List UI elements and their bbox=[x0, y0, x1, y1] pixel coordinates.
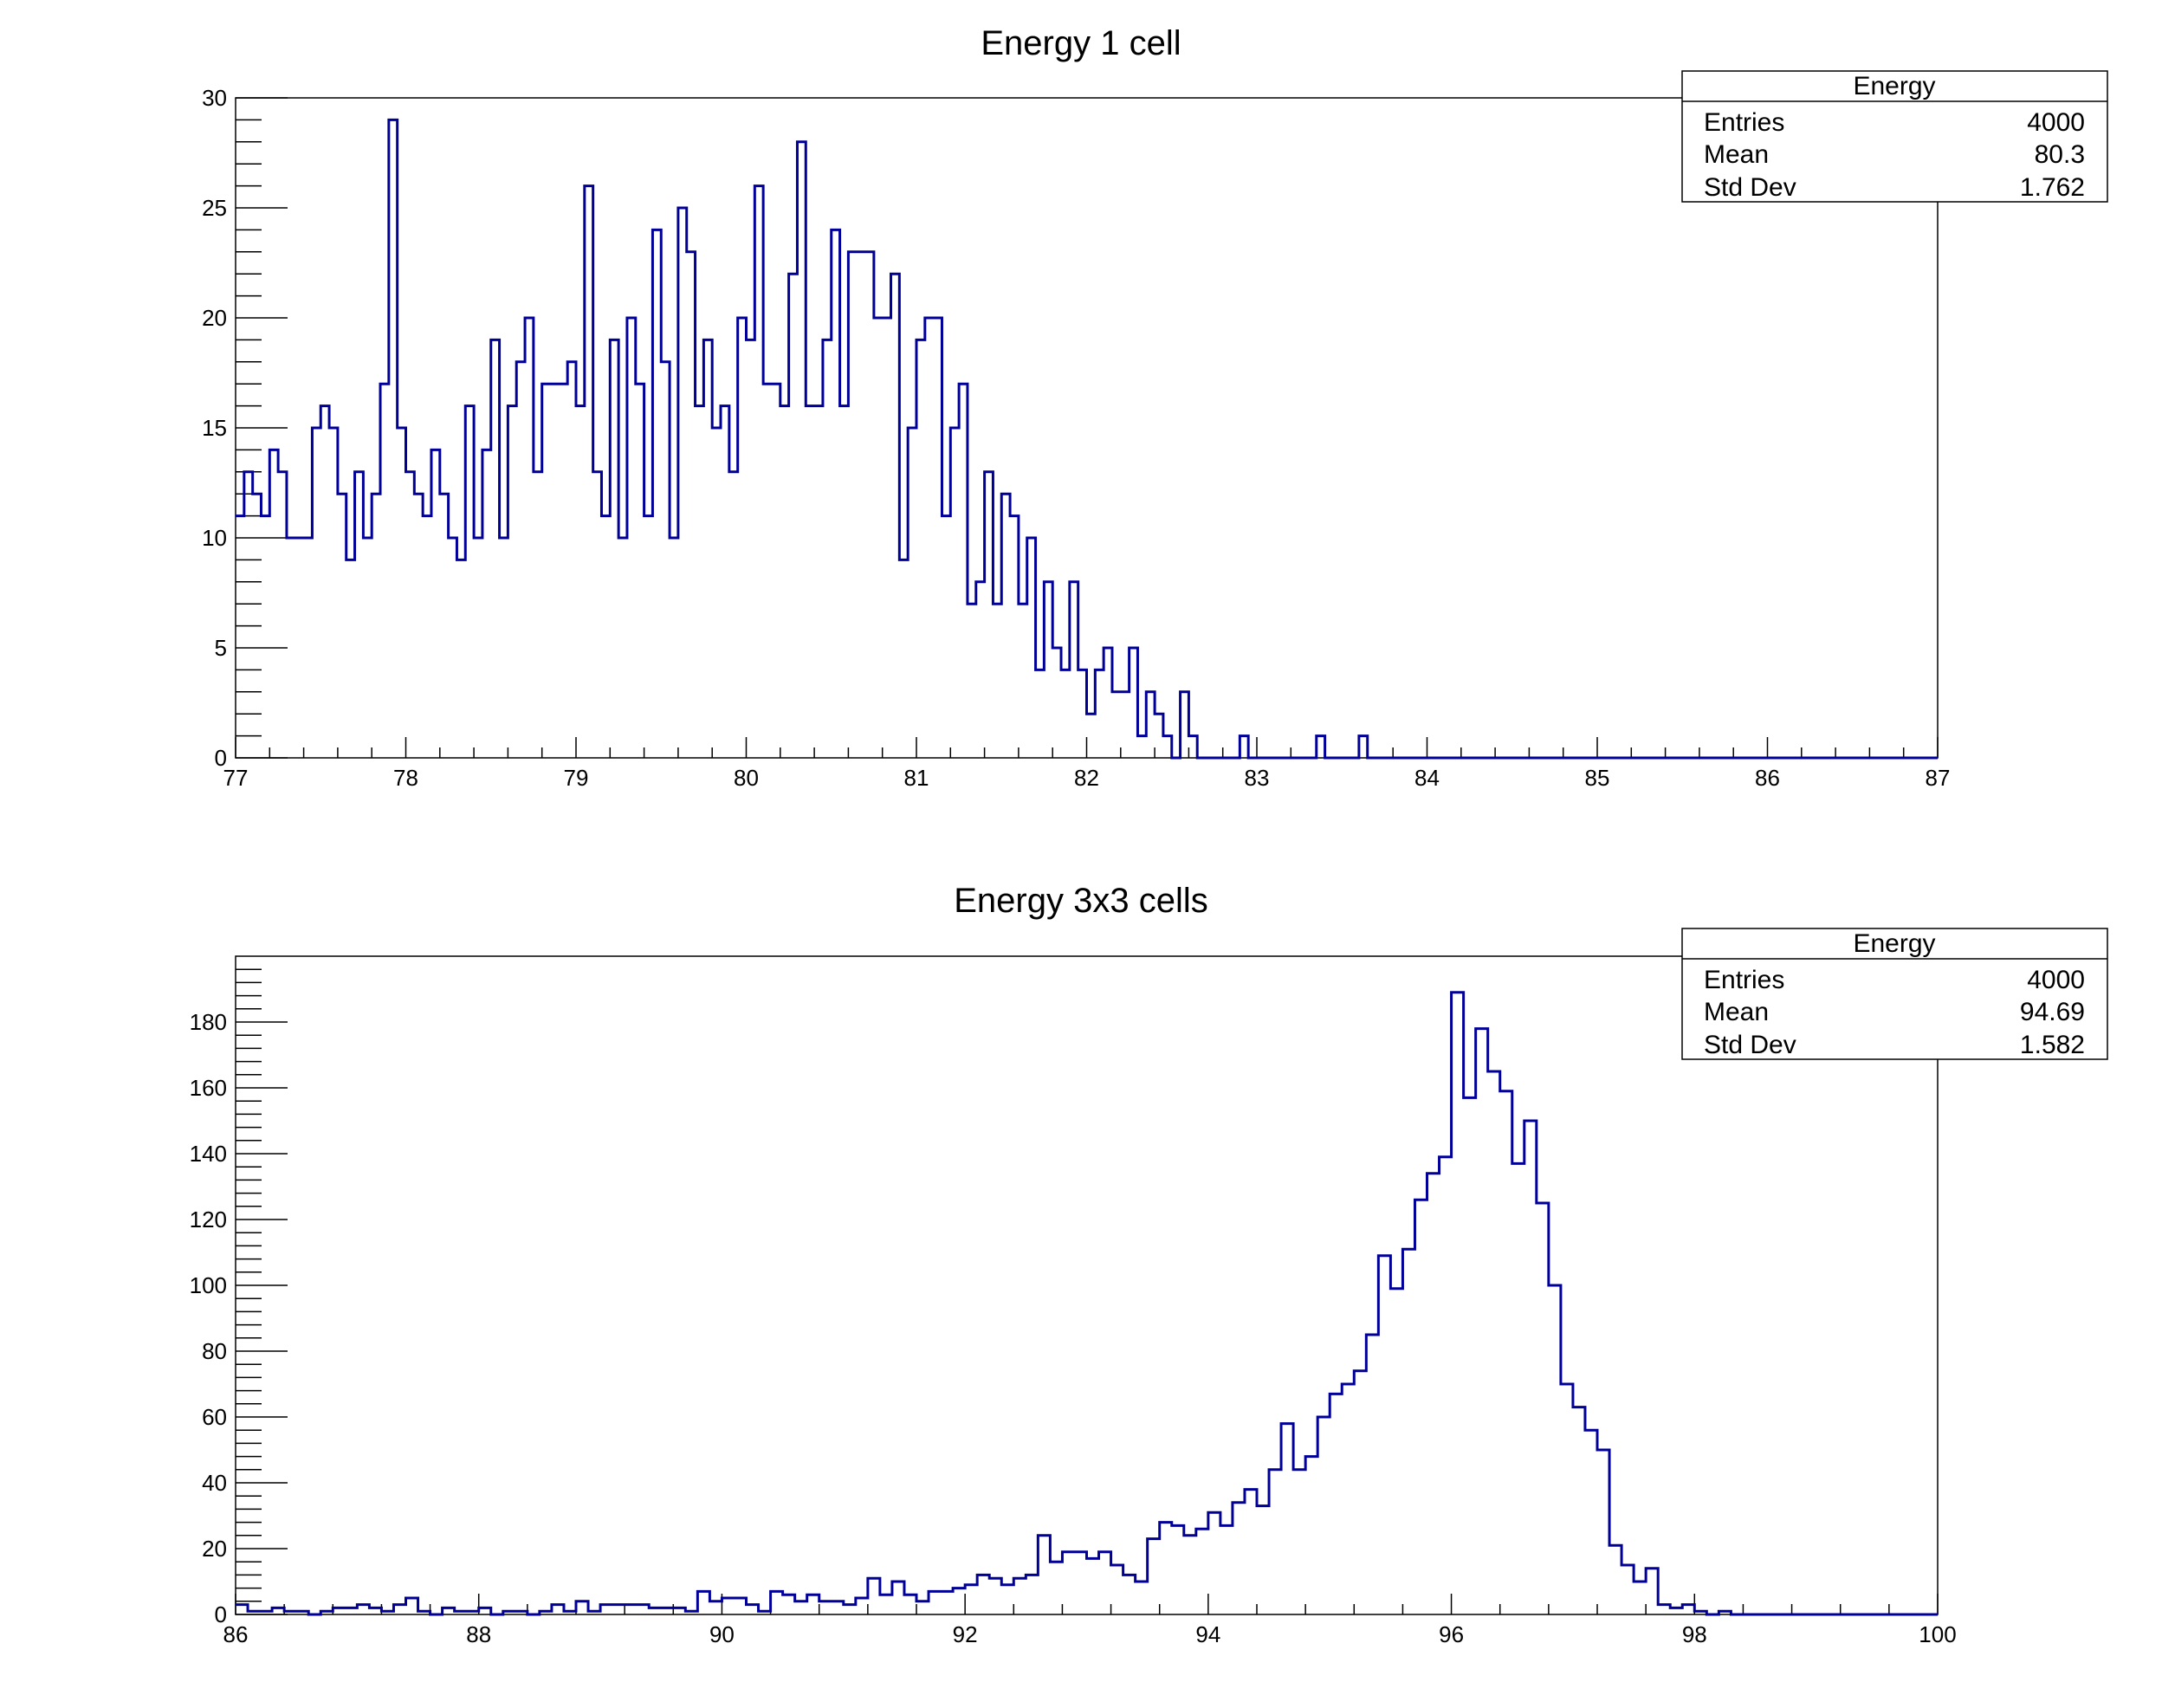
x-tick-label: 82 bbox=[1074, 765, 1099, 791]
histogram-line bbox=[236, 118, 1938, 760]
y-tick-label: 180 bbox=[190, 1009, 227, 1035]
stats-box-frame bbox=[1681, 928, 2108, 1060]
x-tick-label: 86 bbox=[223, 1621, 249, 1647]
x-tick-label: 100 bbox=[1919, 1621, 1956, 1647]
y-tick-label: 160 bbox=[190, 1075, 227, 1101]
y-tick-label: 30 bbox=[202, 85, 227, 111]
x-tick-label: 88 bbox=[466, 1621, 491, 1647]
y-tick-label: 20 bbox=[202, 305, 227, 331]
stats-value-entries: 4000 bbox=[2027, 966, 2085, 994]
stats-value-mean: 80.3 bbox=[2035, 140, 2085, 169]
x-tick-label: 96 bbox=[1439, 1621, 1464, 1647]
stats-label-entries: Entries bbox=[1704, 108, 1784, 137]
stats-value-std-dev: 1.582 bbox=[2020, 1031, 2085, 1059]
histogram-line bbox=[236, 991, 1938, 1616]
stats-value-std-dev: 1.762 bbox=[2020, 173, 2085, 202]
x-tick-label: 94 bbox=[1195, 1621, 1220, 1647]
stats-title: Energy bbox=[1853, 929, 1935, 958]
chart-title: Energy 1 cell bbox=[981, 24, 1181, 62]
panel-energy-1-cell: Energy 1 cell 77 78 79 80 81 82 83 84 85 86 87 0 5 10… bbox=[202, 24, 2108, 791]
y-tick-label: 120 bbox=[190, 1207, 227, 1232]
x-tick-label: 77 bbox=[223, 765, 249, 791]
y-tick-label: 100 bbox=[190, 1272, 227, 1298]
y-tick-label: 20 bbox=[202, 1536, 227, 1562]
stats-title: Energy bbox=[1853, 72, 1935, 100]
stats-value-entries: 4000 bbox=[2027, 108, 2085, 137]
x-tick-label: 79 bbox=[564, 765, 589, 791]
stats-label-mean: Mean bbox=[1704, 998, 1769, 1026]
x-tick-label: 78 bbox=[393, 765, 418, 791]
x-tick-label: 86 bbox=[1755, 765, 1780, 791]
stats-value-mean: 94.69 bbox=[2020, 998, 2085, 1026]
stats-label-std-dev: Std Dev bbox=[1704, 1031, 1796, 1059]
x-tick-label: 81 bbox=[904, 765, 929, 791]
x-tick-label: 84 bbox=[1414, 765, 1440, 791]
x-tick-label: 85 bbox=[1585, 765, 1610, 791]
x-tick-label: 90 bbox=[709, 1621, 735, 1647]
stats-label-mean: Mean bbox=[1704, 140, 1769, 169]
x-tick-label: 87 bbox=[1926, 765, 1951, 791]
stats-label-std-dev: Std Dev bbox=[1704, 173, 1796, 202]
y-tick-label: 60 bbox=[202, 1404, 227, 1430]
y-tick-label: 15 bbox=[202, 415, 227, 441]
y-tick-label: 40 bbox=[202, 1470, 227, 1496]
panel-energy-3x3-cells: Energy 3x3 cells 86 88 90 92 94 96 98 100 0 20 40 6… bbox=[190, 882, 2108, 1647]
y-tick-label: 5 bbox=[215, 635, 227, 661]
stats-box: Energy Entries 4000 Mean 80.3 Std Dev 1.… bbox=[1681, 70, 2108, 203]
y-tick-label: 0 bbox=[215, 745, 227, 771]
y-tick-label: 25 bbox=[202, 195, 227, 221]
axis-ticks: 86 88 90 92 94 96 98 100 0 20 40 60 80 100 120 140 160 18… bbox=[190, 968, 1957, 1647]
stats-label-entries: Entries bbox=[1704, 966, 1784, 994]
x-tick-label: 83 bbox=[1245, 765, 1270, 791]
stats-box-frame bbox=[1681, 70, 2108, 203]
x-tick-label: 80 bbox=[734, 765, 759, 791]
chart-title: Energy 3x3 cells bbox=[954, 882, 1207, 920]
x-tick-label: 98 bbox=[1682, 1621, 1707, 1647]
stats-box: Energy Entries 4000 Mean 94.69 Std Dev 1… bbox=[1681, 928, 2108, 1060]
y-tick-label: 0 bbox=[215, 1601, 227, 1627]
y-tick-label: 80 bbox=[202, 1338, 227, 1364]
axis-ticks: 77 78 79 80 81 82 83 84 85 86 87 0 5 10 15 20 25 30 bbox=[202, 85, 1950, 791]
y-tick-label: 10 bbox=[202, 525, 227, 551]
y-tick-label: 140 bbox=[190, 1141, 227, 1167]
x-tick-label: 92 bbox=[953, 1621, 978, 1647]
